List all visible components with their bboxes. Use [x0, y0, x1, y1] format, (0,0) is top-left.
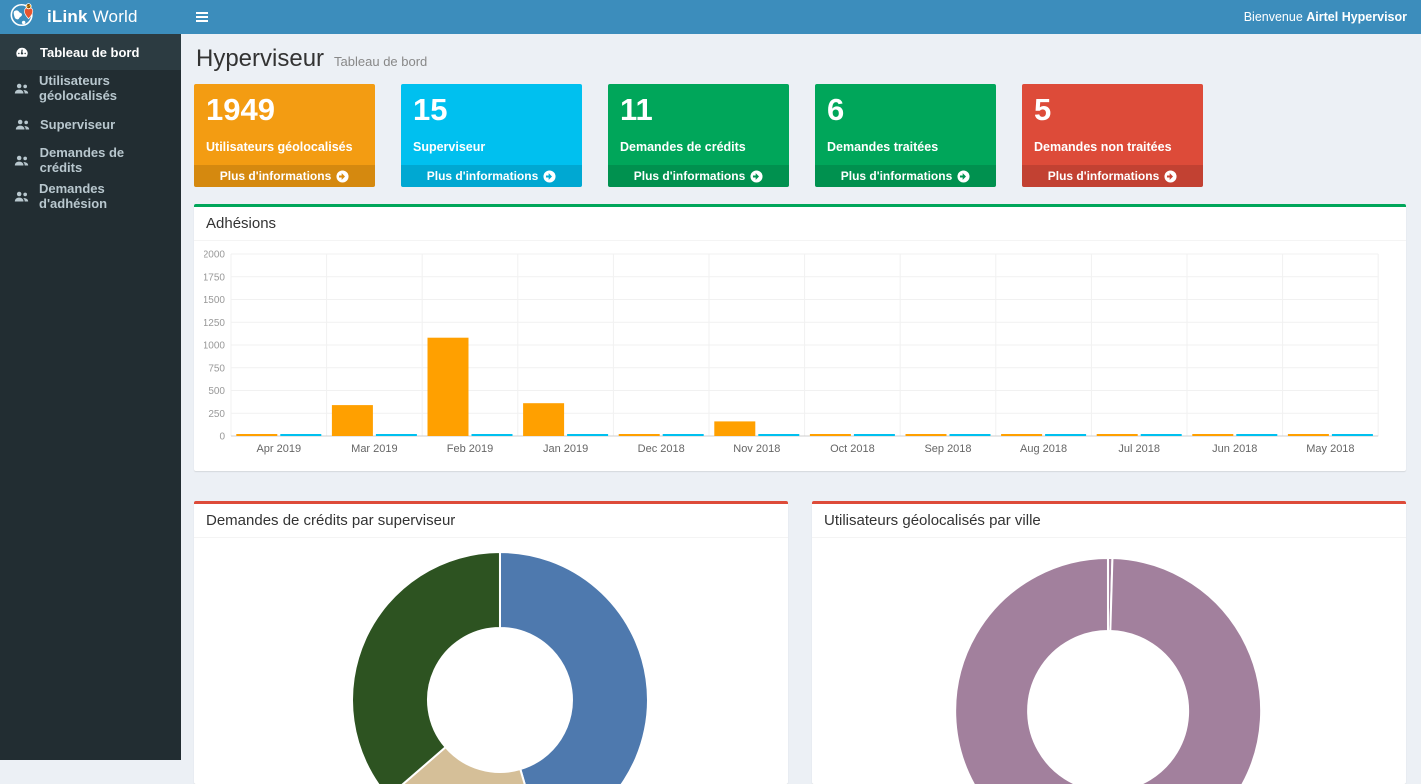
sidebar-item-utilisateurs-g-olocalis-s[interactable]: Utilisateurs géolocalisés [0, 70, 181, 106]
stat-value: 6 [827, 92, 984, 128]
adhesions-chart-card: Adhésions 0 250 500 750 1000 1250 1500 1750 2000… [194, 204, 1406, 471]
stat-value: 1949 [206, 92, 363, 128]
svg-text:Jun 2018: Jun 2018 [1212, 443, 1257, 455]
stat-card: 1949 Utilisateurs géolocalisés Plus d'in… [194, 84, 375, 187]
app-title: iLink World [47, 7, 138, 27]
more-info-link[interactable]: Plus d'informations [1022, 165, 1203, 187]
svg-text:1750: 1750 [204, 272, 225, 283]
page-title: Hyperviseur [196, 45, 324, 73]
svg-text:Jan 2019: Jan 2019 [543, 443, 588, 455]
users-by-city-donut [812, 538, 1406, 784]
arrow-circle-right-icon [1164, 170, 1177, 183]
adhesions-bar-chart: 0 250 500 750 1000 1250 1500 1750 2000 Apr 2019 Ma… [194, 241, 1406, 471]
main-content: Hyperviseur Tableau de bord 1949 Utilisa… [181, 34, 1421, 784]
sidebar-menu: Tableau de bord Utilisateurs géolocalisé… [0, 34, 181, 214]
svg-text:$: $ [27, 4, 30, 10]
users-icon [14, 118, 30, 131]
page-header: Hyperviseur Tableau de bord [196, 45, 1406, 73]
globe-pin-icon: $ [9, 1, 37, 34]
svg-text:May 2018: May 2018 [1306, 443, 1354, 455]
sidebar-item-label: Demandes d'adhésion [39, 181, 167, 211]
stat-value: 11 [620, 92, 777, 128]
sidebar-toggle-icon[interactable] [193, 8, 211, 26]
arrow-circle-right-icon [543, 170, 556, 183]
svg-text:250: 250 [208, 409, 225, 420]
welcome-text: Bienvenue Airtel Hypervisor [1244, 10, 1407, 24]
stat-label: Superviseur [413, 140, 570, 154]
stat-card: 15 Superviseur Plus d'informations [401, 84, 582, 187]
stat-value: 5 [1034, 92, 1191, 128]
stat-card: 11 Demandes de crédits Plus d'informatio… [608, 84, 789, 187]
bottom-charts-row: Demandes de crédits par superviseur Util… [194, 484, 1406, 784]
dashboard-icon [14, 46, 30, 59]
more-info-link[interactable]: Plus d'informations [815, 165, 996, 187]
svg-text:Apr 2019: Apr 2019 [256, 443, 301, 455]
svg-text:Mar 2019: Mar 2019 [351, 443, 397, 455]
svg-text:Nov 2018: Nov 2018 [733, 443, 780, 455]
chart-card-title: Demandes de crédits par superviseur [194, 504, 788, 538]
stat-card: 6 Demandes traitées Plus d'informations [815, 84, 996, 187]
arrow-circle-right-icon [336, 170, 349, 183]
stat-label: Demandes de crédits [620, 140, 777, 154]
users-by-city-card: Utilisateurs géolocalisés par ville [812, 501, 1406, 784]
sidebar-item-demandes-de-cr-dits[interactable]: Demandes de crédits [0, 142, 181, 178]
stat-cards-row: 1949 Utilisateurs géolocalisés Plus d'in… [194, 84, 1406, 187]
arrow-circle-right-icon [750, 170, 763, 183]
svg-text:Jul 2018: Jul 2018 [1118, 443, 1160, 455]
sidebar-item-label: Demandes de crédits [40, 145, 167, 175]
chart-card-title: Utilisateurs géolocalisés par ville [812, 504, 1406, 538]
svg-text:Feb 2019: Feb 2019 [447, 443, 493, 455]
sidebar-item-label: Superviseur [40, 117, 115, 132]
svg-text:750: 750 [208, 363, 225, 374]
arrow-circle-right-icon [957, 170, 970, 183]
svg-text:Oct 2018: Oct 2018 [830, 443, 875, 455]
stat-label: Demandes traitées [827, 140, 984, 154]
svg-text:1000: 1000 [204, 341, 225, 352]
svg-text:500: 500 [208, 386, 225, 397]
sidebar-item-tableau-de-bord[interactable]: Tableau de bord [0, 34, 181, 70]
stat-card: 5 Demandes non traitées Plus d'informati… [1022, 84, 1203, 187]
credits-by-supervisor-donut [194, 538, 788, 784]
more-info-link[interactable]: Plus d'informations [194, 165, 375, 187]
more-info-link[interactable]: Plus d'informations [608, 165, 789, 187]
svg-text:Sep 2018: Sep 2018 [924, 443, 971, 455]
users-icon [14, 190, 29, 203]
svg-text:0: 0 [219, 432, 225, 443]
svg-text:1250: 1250 [204, 318, 225, 329]
app-logo[interactable]: $ iLink World [0, 0, 181, 34]
breadcrumb: Tableau de bord [334, 54, 427, 69]
sidebar-item-label: Tableau de bord [40, 45, 139, 60]
svg-text:Dec 2018: Dec 2018 [638, 443, 685, 455]
stat-value: 15 [413, 92, 570, 128]
credits-by-supervisor-card: Demandes de crédits par superviseur [194, 501, 788, 784]
sidebar-item-label: Utilisateurs géolocalisés [39, 73, 167, 103]
stat-label: Demandes non traitées [1034, 140, 1191, 154]
top-navbar: Bienvenue Airtel Hypervisor [181, 0, 1421, 34]
sidebar-item-demandes-d-adh-sion[interactable]: Demandes d'adhésion [0, 178, 181, 214]
users-icon [14, 82, 29, 95]
chart-card-title: Adhésions [194, 207, 1406, 241]
users-icon [14, 154, 30, 167]
sidebar: $ iLink World Tableau de bord Utilisateu… [0, 0, 181, 760]
svg-text:2000: 2000 [204, 250, 225, 261]
svg-text:Aug 2018: Aug 2018 [1020, 443, 1067, 455]
more-info-link[interactable]: Plus d'informations [401, 165, 582, 187]
sidebar-item-superviseur[interactable]: Superviseur [0, 106, 181, 142]
svg-text:1500: 1500 [204, 295, 225, 306]
stat-label: Utilisateurs géolocalisés [206, 140, 363, 154]
